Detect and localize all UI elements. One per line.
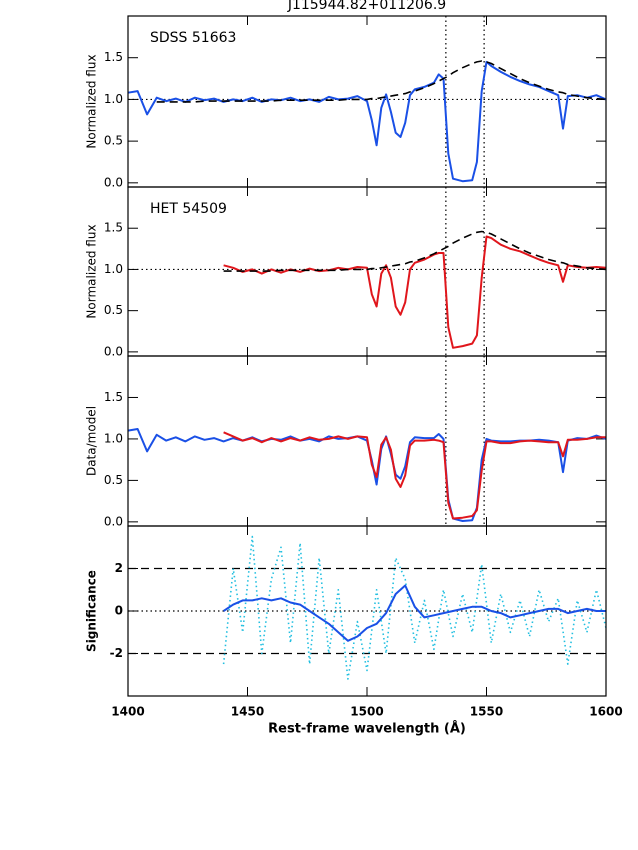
- x-tick-label: 1450: [231, 705, 264, 719]
- x-tick-label: 1500: [350, 705, 383, 719]
- y-tick-label: 0.0: [104, 175, 123, 189]
- y-tick-label: 0.5: [104, 303, 123, 317]
- y-tick-label: 0.5: [104, 473, 123, 487]
- series-line: [223, 230, 607, 272]
- x-tick-label: 1600: [589, 705, 622, 719]
- y-tick-label: -2: [110, 646, 123, 660]
- y-tick-label: 2: [115, 561, 123, 575]
- series-line: [223, 431, 606, 520]
- x-axis-label: Rest-frame wavelength (Å): [268, 721, 466, 737]
- series-line: [156, 60, 607, 103]
- y-tick-label: 1.0: [104, 431, 123, 445]
- y-tick-label: 0.0: [104, 514, 123, 528]
- y-axis-label: Normalized flux: [85, 54, 99, 148]
- y-tick-label: 0.5: [104, 134, 123, 148]
- y-axis-label: Data/model: [85, 406, 99, 476]
- chart-title: J115944.82+011206.9: [287, 0, 446, 13]
- y-tick-label: 0: [115, 604, 123, 618]
- y-tick-label: 0.0: [104, 344, 123, 358]
- series-line: [223, 584, 606, 642]
- y-tick-label: 1.5: [104, 50, 123, 64]
- y-axis-label: Normalized flux: [85, 224, 99, 318]
- panel-frame: [127, 525, 607, 697]
- panel-label: HET 54509: [150, 201, 227, 217]
- x-tick-label: 1400: [111, 705, 144, 719]
- x-tick-label: 1550: [470, 705, 503, 719]
- y-tick-label: 1.5: [104, 390, 123, 404]
- y-tick-label: 1.0: [104, 262, 123, 276]
- y-tick-label: 1.0: [104, 92, 123, 106]
- y-axis-label: Significance: [85, 570, 99, 652]
- y-tick-label: 1.5: [104, 221, 123, 235]
- panel-label: SDSS 51663: [150, 30, 236, 46]
